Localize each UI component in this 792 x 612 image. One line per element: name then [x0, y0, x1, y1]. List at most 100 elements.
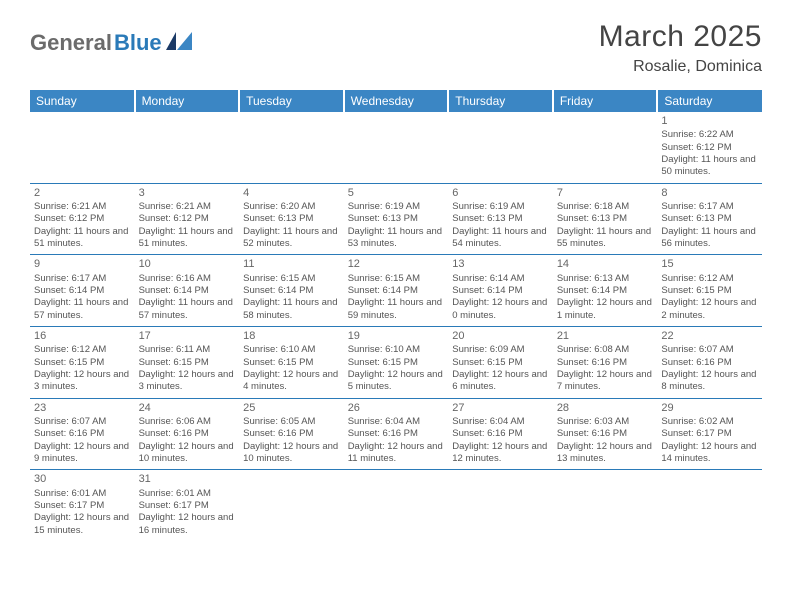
calendar-cell: 9Sunrise: 6:17 AMSunset: 6:14 PMDaylight…: [30, 255, 135, 327]
weekday-header: Saturday: [657, 90, 762, 112]
day-number: 17: [139, 329, 236, 343]
sunset-text: Sunset: 6:15 PM: [34, 357, 131, 369]
title-block: March 2025 Rosalie, Dominica: [599, 20, 762, 76]
day-number: 11: [243, 257, 340, 271]
weekday-header: Wednesday: [344, 90, 449, 112]
day-number: 25: [243, 401, 340, 415]
sunrise-text: Sunrise: 6:10 AM: [348, 344, 445, 356]
sunrise-text: Sunrise: 6:16 AM: [139, 273, 236, 285]
calendar-cell: 18Sunrise: 6:10 AMSunset: 6:15 PMDayligh…: [239, 327, 344, 399]
day-number: 1: [661, 114, 758, 128]
day-number: 23: [34, 401, 131, 415]
sunrise-text: Sunrise: 6:15 AM: [348, 273, 445, 285]
calendar-cell: 1Sunrise: 6:22 AMSunset: 6:12 PMDaylight…: [657, 112, 762, 183]
daylight-text: Daylight: 11 hours and 57 minutes.: [139, 297, 236, 322]
day-number: 22: [661, 329, 758, 343]
calendar-cell-empty: [344, 112, 449, 183]
daylight-text: Daylight: 12 hours and 4 minutes.: [243, 369, 340, 394]
calendar-cell: 5Sunrise: 6:19 AMSunset: 6:13 PMDaylight…: [344, 183, 449, 255]
sunset-text: Sunset: 6:13 PM: [348, 213, 445, 225]
daylight-text: Daylight: 11 hours and 51 minutes.: [139, 226, 236, 251]
weekday-header: Monday: [135, 90, 240, 112]
sunset-text: Sunset: 6:16 PM: [139, 428, 236, 440]
sunset-text: Sunset: 6:14 PM: [452, 285, 549, 297]
daylight-text: Daylight: 12 hours and 3 minutes.: [139, 369, 236, 394]
sunrise-text: Sunrise: 6:21 AM: [34, 201, 131, 213]
day-number: 13: [452, 257, 549, 271]
daylight-text: Daylight: 12 hours and 13 minutes.: [557, 441, 654, 466]
sunrise-text: Sunrise: 6:12 AM: [34, 344, 131, 356]
calendar-cell: 12Sunrise: 6:15 AMSunset: 6:14 PMDayligh…: [344, 255, 449, 327]
calendar-cell-empty: [135, 112, 240, 183]
calendar-cell-empty: [239, 112, 344, 183]
sunrise-text: Sunrise: 6:12 AM: [661, 273, 758, 285]
sunrise-text: Sunrise: 6:01 AM: [139, 488, 236, 500]
sunrise-text: Sunrise: 6:18 AM: [557, 201, 654, 213]
calendar-cell: 30Sunrise: 6:01 AMSunset: 6:17 PMDayligh…: [30, 470, 135, 541]
day-number: 9: [34, 257, 131, 271]
day-number: 5: [348, 186, 445, 200]
weekday-header: Tuesday: [239, 90, 344, 112]
sunset-text: Sunset: 6:14 PM: [139, 285, 236, 297]
calendar-cell: 7Sunrise: 6:18 AMSunset: 6:13 PMDaylight…: [553, 183, 658, 255]
calendar-cell: 2Sunrise: 6:21 AMSunset: 6:12 PMDaylight…: [30, 183, 135, 255]
day-number: 28: [557, 401, 654, 415]
sunrise-text: Sunrise: 6:02 AM: [661, 416, 758, 428]
weekday-header: Friday: [553, 90, 658, 112]
sunset-text: Sunset: 6:14 PM: [243, 285, 340, 297]
daylight-text: Daylight: 12 hours and 6 minutes.: [452, 369, 549, 394]
sunset-text: Sunset: 6:16 PM: [34, 428, 131, 440]
daylight-text: Daylight: 12 hours and 15 minutes.: [34, 512, 131, 537]
sunset-text: Sunset: 6:16 PM: [452, 428, 549, 440]
sunrise-text: Sunrise: 6:15 AM: [243, 273, 340, 285]
daylight-text: Daylight: 12 hours and 12 minutes.: [452, 441, 549, 466]
day-number: 26: [348, 401, 445, 415]
calendar-cell: 14Sunrise: 6:13 AMSunset: 6:14 PMDayligh…: [553, 255, 658, 327]
calendar-table: SundayMondayTuesdayWednesdayThursdayFrid…: [30, 90, 762, 541]
sunrise-text: Sunrise: 6:19 AM: [348, 201, 445, 213]
daylight-text: Daylight: 12 hours and 14 minutes.: [661, 441, 758, 466]
sunset-text: Sunset: 6:12 PM: [661, 142, 758, 154]
sunset-text: Sunset: 6:14 PM: [557, 285, 654, 297]
calendar-cell-empty: [344, 470, 449, 541]
day-number: 8: [661, 186, 758, 200]
calendar-cell: 22Sunrise: 6:07 AMSunset: 6:16 PMDayligh…: [657, 327, 762, 399]
daylight-text: Daylight: 12 hours and 7 minutes.: [557, 369, 654, 394]
calendar-cell: 27Sunrise: 6:04 AMSunset: 6:16 PMDayligh…: [448, 398, 553, 470]
day-number: 18: [243, 329, 340, 343]
sunset-text: Sunset: 6:16 PM: [661, 357, 758, 369]
calendar-cell: 31Sunrise: 6:01 AMSunset: 6:17 PMDayligh…: [135, 470, 240, 541]
sunrise-text: Sunrise: 6:07 AM: [661, 344, 758, 356]
calendar-cell-empty: [553, 112, 658, 183]
sunrise-text: Sunrise: 6:21 AM: [139, 201, 236, 213]
calendar-body: 1Sunrise: 6:22 AMSunset: 6:12 PMDaylight…: [30, 112, 762, 541]
calendar-cell: 19Sunrise: 6:10 AMSunset: 6:15 PMDayligh…: [344, 327, 449, 399]
calendar-cell: 6Sunrise: 6:19 AMSunset: 6:13 PMDaylight…: [448, 183, 553, 255]
calendar-head: SundayMondayTuesdayWednesdayThursdayFrid…: [30, 90, 762, 112]
sunset-text: Sunset: 6:15 PM: [139, 357, 236, 369]
day-number: 6: [452, 186, 549, 200]
daylight-text: Daylight: 11 hours and 54 minutes.: [452, 226, 549, 251]
day-number: 24: [139, 401, 236, 415]
daylight-text: Daylight: 12 hours and 11 minutes.: [348, 441, 445, 466]
header: General Blue March 2025 Rosalie, Dominic…: [0, 0, 792, 84]
daylight-text: Daylight: 12 hours and 9 minutes.: [34, 441, 131, 466]
daylight-text: Daylight: 12 hours and 10 minutes.: [243, 441, 340, 466]
calendar-cell: 24Sunrise: 6:06 AMSunset: 6:16 PMDayligh…: [135, 398, 240, 470]
sunset-text: Sunset: 6:15 PM: [661, 285, 758, 297]
day-number: 15: [661, 257, 758, 271]
daylight-text: Daylight: 11 hours and 55 minutes.: [557, 226, 654, 251]
calendar-cell: 15Sunrise: 6:12 AMSunset: 6:15 PMDayligh…: [657, 255, 762, 327]
day-number: 20: [452, 329, 549, 343]
daylight-text: Daylight: 11 hours and 57 minutes.: [34, 297, 131, 322]
sunset-text: Sunset: 6:15 PM: [452, 357, 549, 369]
calendar-cell: 29Sunrise: 6:02 AMSunset: 6:17 PMDayligh…: [657, 398, 762, 470]
sunset-text: Sunset: 6:16 PM: [557, 428, 654, 440]
daylight-text: Daylight: 11 hours and 58 minutes.: [243, 297, 340, 322]
day-number: 29: [661, 401, 758, 415]
calendar-cell: 26Sunrise: 6:04 AMSunset: 6:16 PMDayligh…: [344, 398, 449, 470]
calendar-row: 9Sunrise: 6:17 AMSunset: 6:14 PMDaylight…: [30, 255, 762, 327]
calendar-row: 16Sunrise: 6:12 AMSunset: 6:15 PMDayligh…: [30, 327, 762, 399]
sunset-text: Sunset: 6:17 PM: [661, 428, 758, 440]
sunset-text: Sunset: 6:13 PM: [452, 213, 549, 225]
